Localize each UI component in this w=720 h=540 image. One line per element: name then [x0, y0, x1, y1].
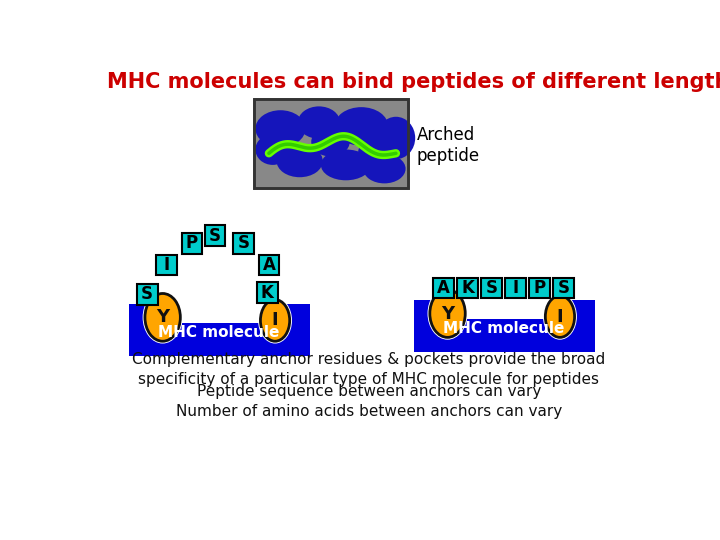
Bar	[253, 99, 408, 188]
FancyBboxPatch shape	[181, 233, 202, 254]
Text: P: P	[186, 234, 198, 252]
Text: MHC molecules can bind peptides of different length: MHC molecules can bind peptides of diffe…	[107, 72, 720, 92]
FancyBboxPatch shape	[137, 284, 158, 305]
Text: I: I	[513, 279, 519, 297]
Text: Y: Y	[156, 308, 169, 326]
Ellipse shape	[377, 117, 415, 159]
FancyBboxPatch shape	[482, 278, 502, 299]
Ellipse shape	[428, 287, 467, 340]
FancyBboxPatch shape	[156, 254, 177, 275]
FancyBboxPatch shape	[505, 278, 526, 299]
Text: K: K	[261, 284, 274, 302]
FancyBboxPatch shape	[554, 278, 575, 299]
Text: MHC molecule: MHC molecule	[158, 325, 279, 340]
Ellipse shape	[298, 106, 340, 139]
Text: S: S	[558, 279, 570, 297]
Bar	[168, 303, 269, 323]
FancyBboxPatch shape	[257, 282, 278, 303]
Ellipse shape	[430, 289, 465, 338]
Ellipse shape	[276, 145, 323, 177]
Ellipse shape	[321, 150, 371, 180]
Text: MHC molecule: MHC molecule	[443, 321, 564, 336]
FancyBboxPatch shape	[529, 278, 550, 299]
Ellipse shape	[256, 134, 290, 165]
Ellipse shape	[258, 298, 292, 343]
Bar	[129, 303, 310, 356]
FancyBboxPatch shape	[204, 225, 225, 246]
Text: A: A	[263, 256, 275, 274]
Ellipse shape	[145, 294, 180, 341]
Text: Complementary anchor residues & pockets provide the broad
specificity of a parti: Complementary anchor residues & pockets …	[132, 352, 606, 387]
Ellipse shape	[261, 300, 289, 341]
Bar	[253, 99, 408, 188]
Text: S: S	[238, 234, 250, 252]
Text: S: S	[141, 285, 153, 303]
Text: Y: Y	[441, 305, 454, 322]
Text: Peptide sequence between anchors can vary
Number of amino acids between anchors : Peptide sequence between anchors can var…	[176, 384, 562, 419]
Ellipse shape	[256, 110, 305, 147]
Ellipse shape	[359, 138, 395, 165]
Text: K: K	[462, 279, 474, 297]
Bar	[414, 300, 595, 352]
Ellipse shape	[311, 127, 350, 157]
Text: I: I	[271, 312, 279, 329]
Ellipse shape	[363, 154, 405, 184]
Text: Arched
peptide: Arched peptide	[417, 126, 480, 165]
FancyBboxPatch shape	[433, 278, 454, 299]
Text: S: S	[486, 279, 498, 297]
Text: S: S	[209, 227, 221, 245]
Ellipse shape	[334, 107, 388, 146]
FancyBboxPatch shape	[233, 233, 254, 254]
Text: I: I	[163, 256, 169, 274]
Bar	[454, 300, 554, 319]
Ellipse shape	[143, 291, 183, 343]
FancyBboxPatch shape	[457, 278, 478, 299]
Ellipse shape	[543, 294, 577, 340]
Text: I: I	[557, 308, 563, 326]
Ellipse shape	[545, 296, 575, 338]
Text: A: A	[437, 279, 450, 297]
FancyBboxPatch shape	[258, 254, 279, 275]
Text: P: P	[534, 279, 546, 297]
